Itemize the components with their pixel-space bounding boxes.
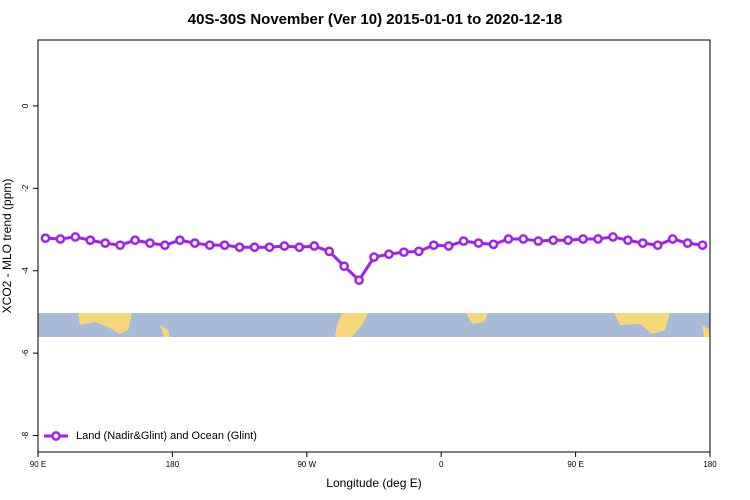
- y-tick-label: -8: [21, 431, 30, 439]
- data-point: [503, 234, 514, 244]
- data-point: [70, 232, 81, 242]
- data-point: [623, 235, 633, 246]
- y-tick-label: -4: [21, 267, 30, 275]
- land: [614, 313, 670, 334]
- data-point: [204, 240, 215, 251]
- data-point: [115, 240, 125, 251]
- data-point: [608, 232, 618, 242]
- data-point: [85, 235, 96, 246]
- land: [160, 325, 170, 337]
- data-point: [428, 240, 439, 251]
- land: [466, 313, 488, 324]
- land: [335, 313, 368, 337]
- data-point: [697, 240, 708, 251]
- data-point: [443, 241, 454, 251]
- data-point: [548, 235, 559, 246]
- data-point: [40, 233, 51, 244]
- data-point: [339, 261, 349, 272]
- plot-frame: [37, 39, 711, 453]
- data-point: [189, 238, 200, 248]
- data-point: [533, 236, 544, 246]
- data-point: [384, 249, 394, 260]
- data-point: [563, 235, 573, 246]
- x-tick-label: 180: [703, 460, 717, 469]
- data-point: [652, 240, 663, 251]
- data-point: [488, 239, 499, 250]
- data-point: [279, 241, 290, 251]
- data-point: [130, 235, 140, 246]
- data-point: [219, 240, 230, 251]
- data-point: [234, 242, 245, 253]
- data-point: [682, 238, 693, 248]
- data-point: [458, 236, 469, 246]
- data-point: [145, 238, 155, 248]
- data-point: [667, 234, 678, 244]
- data-point: [309, 241, 320, 251]
- x-tick-label: 90 W: [297, 460, 316, 469]
- data-point: [264, 242, 275, 253]
- y-tick-label: -2: [21, 184, 30, 192]
- data-point: [518, 234, 529, 244]
- x-axis-label: Longitude (deg E): [326, 476, 421, 490]
- data-point: [413, 246, 424, 257]
- y-axis-label: XCO2 - MLO trend (ppm): [0, 179, 14, 314]
- land: [702, 325, 710, 337]
- map-strip: [38, 313, 710, 337]
- data-point: [637, 238, 648, 248]
- x-tick-label: 180: [166, 460, 180, 469]
- chart-title: 40S-30S November (Ver 10) 2015-01-01 to …: [188, 11, 562, 28]
- data-point: [160, 240, 170, 251]
- legend-marker: [51, 431, 61, 441]
- x-tick-label: 90 E: [30, 460, 46, 469]
- legend-label: Land (Nadir&Glint) and Ocean (Glint): [76, 430, 257, 442]
- ocean: [38, 313, 710, 337]
- data-point: [175, 235, 185, 246]
- data-point: [369, 252, 379, 262]
- data-point: [249, 242, 260, 253]
- data-point: [100, 238, 111, 248]
- data-point: [399, 247, 409, 258]
- y-tick-label: -6: [21, 349, 30, 357]
- data-point: [324, 246, 335, 257]
- x-tick-label: 90 E: [567, 460, 583, 469]
- x-tick-label: 0: [439, 460, 444, 469]
- land: [78, 313, 132, 334]
- y-tick-label: 0: [21, 103, 30, 108]
- data-point: [354, 275, 364, 286]
- data-point: [55, 234, 66, 244]
- data-point: [593, 234, 603, 244]
- data-point: [473, 238, 484, 248]
- data-point: [294, 242, 305, 253]
- data-point: [578, 234, 588, 244]
